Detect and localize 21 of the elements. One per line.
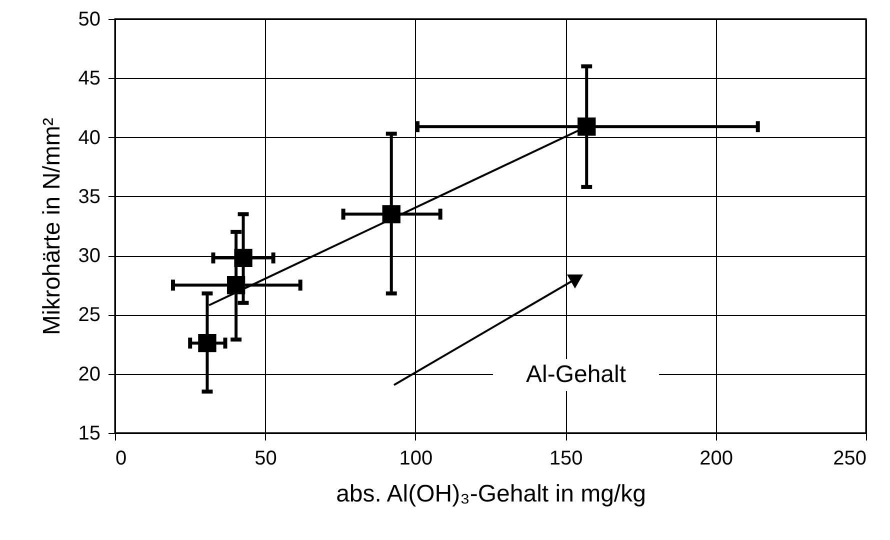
y-tick-label: 25	[78, 304, 100, 326]
x-tick-label: 100	[399, 448, 433, 470]
x-axis-title: abs. Al(OH)₃-Gehalt in mg/kg	[336, 480, 646, 508]
y-tick-label: 35	[78, 186, 100, 208]
y-tick-label: 40	[78, 126, 100, 149]
y-tick-label: 20	[78, 363, 100, 386]
y-tick-label: 50	[78, 8, 100, 30]
y-tick-label: 30	[78, 245, 100, 268]
x-tick-label: 250	[833, 448, 866, 470]
y-axis-title: Mikrohärte in N/mm²	[38, 118, 66, 336]
point	[234, 248, 252, 268]
x-tick-label: 200	[700, 448, 733, 470]
y-tick-label: 15	[78, 422, 100, 444]
point	[578, 118, 596, 136]
point	[226, 276, 246, 294]
x-tick-label: 50	[254, 448, 277, 470]
x-tick-label: 150	[549, 448, 583, 470]
x-tick-label: 0	[116, 448, 127, 470]
point	[198, 334, 216, 352]
annotation: Al-Gehalt	[526, 361, 626, 388]
y-tick-label: 45	[78, 68, 100, 90]
